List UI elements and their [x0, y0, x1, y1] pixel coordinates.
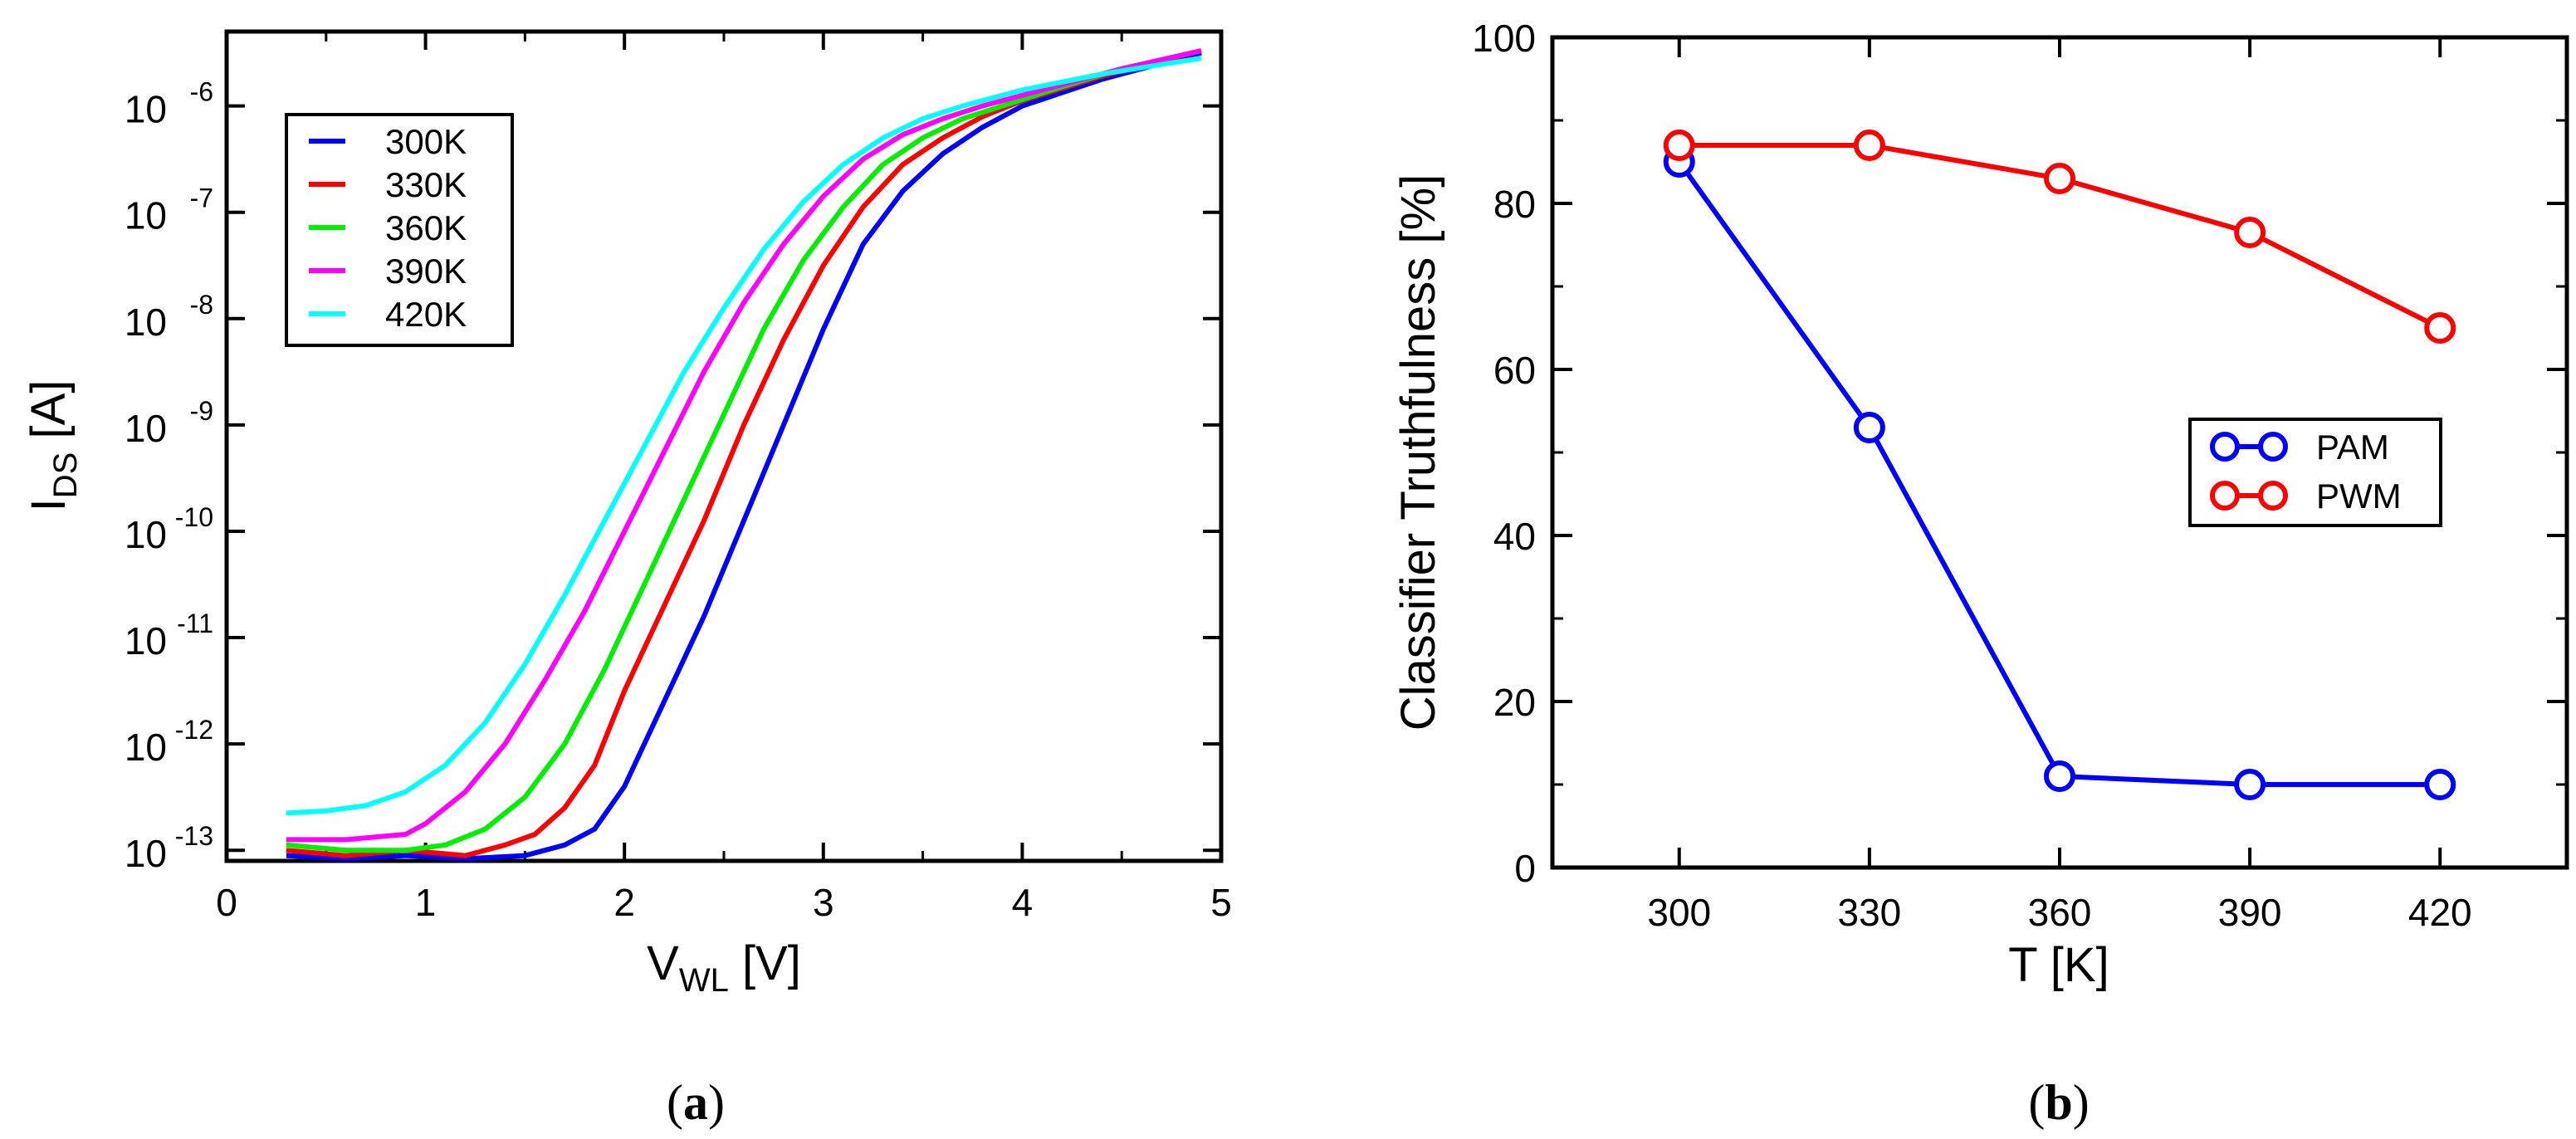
legend-marker-PWM: [2258, 481, 2288, 511]
y-tick-label: 10: [125, 726, 167, 769]
x-tick-label: 4: [1012, 881, 1034, 924]
x-tick-label: 2: [613, 881, 635, 924]
panel-a-series-lines: [286, 48, 1202, 862]
legend-label: 420K: [385, 295, 467, 334]
x-tick-label: 390: [2218, 891, 2282, 934]
y-tick-exponent: -8: [190, 290, 213, 320]
x-tick-label: 1: [415, 881, 437, 924]
data-point-PAM: [2234, 769, 2266, 800]
series-line-300K: [286, 50, 1202, 862]
y-tick-label: 10: [125, 88, 167, 131]
legend-marker-PAM: [2258, 432, 2288, 462]
y-tick-exponent: -7: [190, 183, 213, 213]
panel-a-legend: 300K 330K 360K 390K 420K: [285, 113, 514, 347]
legend-marker-PWM: [2210, 481, 2240, 511]
data-point-PWM: [1663, 130, 1695, 161]
data-point-PWM: [2424, 312, 2456, 344]
y-tick-label: 10: [125, 194, 167, 237]
data-point-PWM: [2234, 217, 2266, 248]
y-tick-exponent: -11: [177, 609, 213, 638]
panel-b-legend: PAM PWM: [2188, 418, 2442, 527]
series-line-390K: [286, 48, 1202, 843]
y-tick-label: 10: [125, 832, 167, 875]
panel-a-ticks: [225, 32, 1223, 861]
panel-a-x-axis-label: VWL [V]: [647, 936, 801, 999]
legend-label: 360K: [385, 208, 467, 247]
panel-b-x-tick-labels: 300 330 360 390 420: [1647, 891, 2471, 934]
x-tick-label: 3: [813, 881, 834, 924]
x-tick-label: 360: [2028, 891, 2092, 934]
y-tick-label: 80: [1493, 183, 1536, 226]
y-tick-exponent: -10: [175, 502, 213, 532]
data-point-PAM: [2424, 769, 2456, 800]
data-point-PAM: [2044, 760, 2075, 792]
panel-a-x-tick-labels: 0 1 2 3 4 5: [216, 881, 1232, 924]
panel-a-y-axis-label: IDS [A]: [22, 380, 84, 512]
y-tick-label: 10: [125, 301, 167, 344]
y-tick-label: 60: [1493, 349, 1536, 392]
x-tick-label: 5: [1210, 881, 1232, 924]
x-tick-label: 0: [216, 881, 237, 924]
y-tick-label: 40: [1493, 515, 1536, 558]
panel-b-series-lines: [1663, 130, 2456, 800]
legend-label: PWM: [2316, 477, 2402, 516]
y-tick-label: 100: [1472, 17, 1536, 60]
y-tick-exponent: -12: [175, 715, 213, 745]
y-tick-exponent: -13: [175, 821, 213, 851]
panel-a-caption: (a): [667, 1075, 725, 1130]
y-tick-exponent: -9: [190, 396, 213, 426]
panel-b-y-axis-label: Classifier Truthfulness [%]: [1391, 174, 1445, 731]
y-tick-label: 10: [125, 619, 167, 662]
x-tick-label: 330: [1838, 891, 1902, 934]
series-line-330K: [286, 48, 1202, 858]
series-line-420K: [286, 56, 1202, 816]
panel-b-caption: (b): [2028, 1075, 2089, 1130]
series-line-360K: [286, 48, 1202, 853]
y-tick-label: 10: [125, 407, 167, 450]
data-point-PWM: [1853, 130, 1885, 161]
panel-b: 300 330 360 390 420 0 20 40 60 80 100 T [K] Class…: [1391, 17, 2569, 1130]
panel-b-ticks: [1552, 36, 2567, 869]
x-tick-label: 300: [1647, 891, 1711, 934]
panel-b-y-tick-labels: 0 20 40 60 80 100: [1472, 17, 1536, 890]
x-tick-label: 420: [2408, 891, 2472, 934]
legend-marker-PAM: [2210, 432, 2240, 462]
panel-b-x-axis-label: T [K]: [2008, 938, 2109, 992]
legend-label: 330K: [385, 165, 467, 204]
legend-label: 300K: [385, 122, 467, 161]
data-point-PWM: [2044, 163, 2075, 194]
y-tick-label: 20: [1493, 681, 1536, 724]
y-tick-label: 10: [125, 513, 167, 556]
legend-label: PAM: [2316, 428, 2389, 467]
y-tick-label: 0: [1514, 847, 1536, 890]
panel-a-y-tick-labels: 10 -13 10 -12 10 -11 10 -10 10 -9 10 -8 10 -7 10 -6: [125, 77, 213, 876]
data-point-PAM: [1853, 412, 1885, 443]
legend-label: 390K: [385, 252, 467, 291]
y-tick-exponent: -6: [190, 77, 213, 107]
